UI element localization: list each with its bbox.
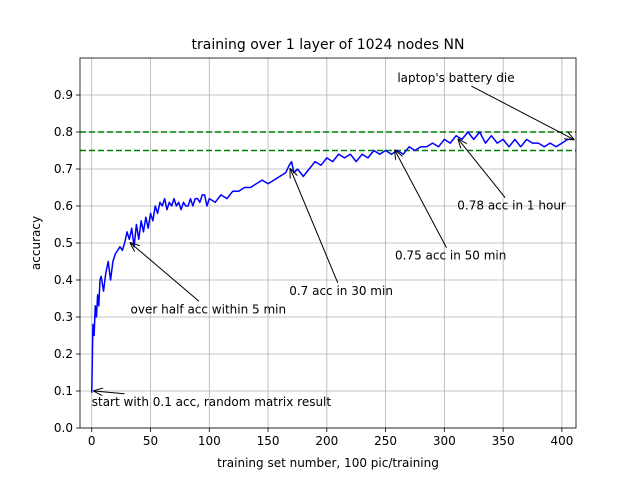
annotation-text: 0.7 acc in 30 min [289,284,393,298]
annotation-text: 0.78 acc in 1 hour [457,199,566,213]
annotation-arrow [290,169,339,283]
annotation-arrow [458,139,506,199]
annotation: laptop's battery die [397,71,573,139]
annotation-text: over half acc within 5 min [131,302,287,316]
y-tick-label: 0.4 [54,273,73,287]
annotation: over half acc within 5 min [131,243,287,316]
x-tick-label: 150 [257,434,280,448]
chart-title: training over 1 layer of 1024 nodes NN [192,37,465,53]
annotation: start with 0.1 acc, random matrix result [92,391,332,409]
y-tick-label: 0.5 [54,236,73,250]
y-tick-label: 0.3 [54,310,73,324]
y-tick-label: 0.6 [54,199,73,213]
y-axis-label: accuracy [29,216,43,270]
reference-lines [80,131,576,152]
y-tick-label: 0.8 [54,125,73,139]
x-axis-label: training set number, 100 pic/training [217,456,439,470]
y-tick-label: 0.2 [54,347,73,361]
annotation: 0.78 acc in 1 hour [457,139,566,213]
annotation-arrow [395,151,447,248]
accuracy-series-line [91,131,574,393]
annotation-text: 0.75 acc in 50 min [395,249,506,263]
series [91,131,574,393]
annotation-arrow [471,85,573,139]
grid [80,58,576,429]
y-axis: 0.0 0.1 0.2 0.3 0.4 0.5 0.6 0.7 0.8 0.9 [54,88,80,435]
y-tick-label: 0.7 [54,162,73,176]
annotation: 0.7 acc in 30 min [289,169,393,298]
x-tick-label: 350 [492,434,515,448]
y-tick-label: 0.0 [54,421,73,435]
x-tick-label: 200 [315,434,338,448]
x-axis: 0 50 100 150 200 250 300 350 400 [88,428,573,448]
annotations: start with 0.1 acc, random matrix result… [92,71,574,409]
x-tick-label: 100 [198,434,221,448]
x-tick-label: 300 [433,434,456,448]
x-tick-label: 50 [143,434,158,448]
x-tick-label: 400 [550,434,573,448]
y-tick-label: 0.9 [54,88,73,102]
x-tick-label: 0 [88,434,96,448]
y-tick-label: 0.1 [54,384,73,398]
annotation-text: laptop's battery die [397,71,514,85]
x-tick-label: 250 [374,434,397,448]
annotation-arrow [94,391,125,394]
annotation-text: start with 0.1 acc, random matrix result [92,395,332,409]
annotation-arrow [131,243,200,302]
annotation: 0.75 acc in 50 min [395,151,506,263]
